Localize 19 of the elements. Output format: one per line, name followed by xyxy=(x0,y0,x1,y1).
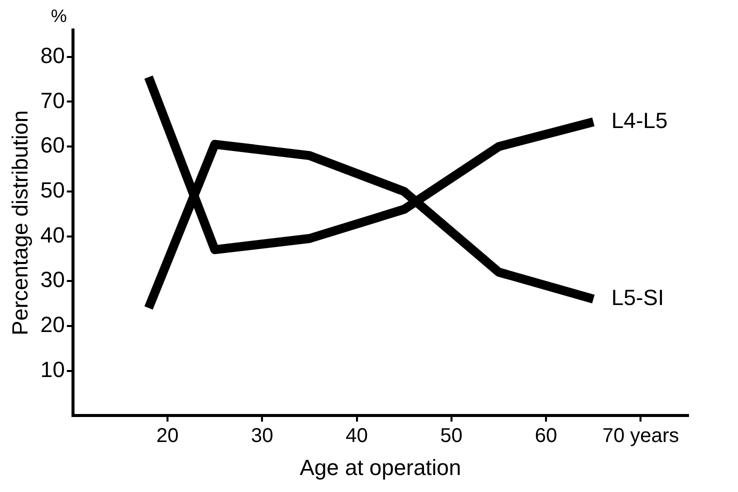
series-label: L5-SI xyxy=(611,285,664,310)
y-tick-label: 10 xyxy=(40,356,65,382)
y-tick-label: 70 xyxy=(40,88,65,113)
x-tick-label: 40 xyxy=(346,425,368,448)
x-tick-label: 20 xyxy=(156,425,179,448)
y-tick-label: 50 xyxy=(40,177,65,202)
x-tick-label: 30 xyxy=(251,425,274,448)
x-axis-title: Age at operation xyxy=(300,454,462,480)
series-label: L4-L5 xyxy=(611,108,668,133)
x-tick-label: 50 xyxy=(440,425,463,448)
y-axis-title: Percentage distribution xyxy=(7,110,32,336)
text: % xyxy=(50,6,67,26)
x-tick-label: 60 xyxy=(534,425,558,448)
x-tick-label: 70 years xyxy=(602,425,680,448)
y-tick-label: 20 xyxy=(40,312,65,337)
y-tick-label: 60 xyxy=(40,132,65,158)
y-tick-label: 40 xyxy=(40,222,65,248)
y-tick-label: 80 xyxy=(40,42,65,68)
y-tick-label: 30 xyxy=(40,267,65,292)
